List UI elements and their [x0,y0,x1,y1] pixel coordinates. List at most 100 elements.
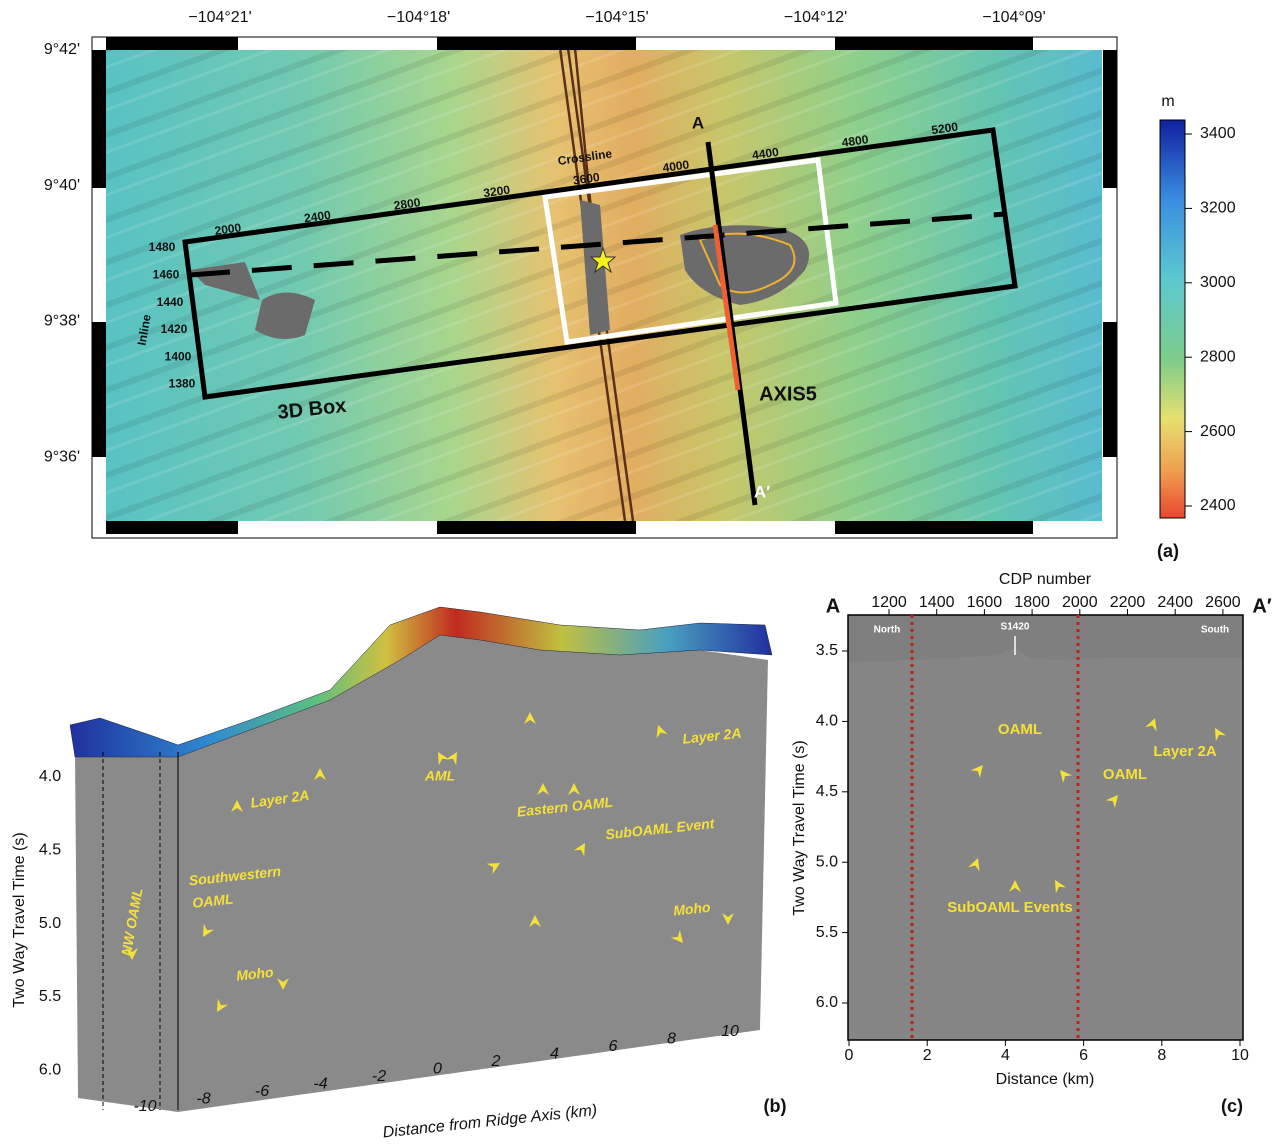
colorbar-tick-label: 2800 [1200,348,1236,365]
y-tick-label: 4.0 [39,768,61,785]
crossline-number: 3600 [572,170,601,188]
y-tick-label: 4.5 [816,783,838,800]
arrowhead [537,783,549,795]
x-tick-label: -2 [372,1068,386,1085]
panel-label: (b) [764,1096,787,1116]
arrowhead [314,768,326,780]
section-c [848,615,1243,1040]
annotation: AML [424,768,455,784]
frame-bar [92,322,106,457]
top-tick-label: 1400 [919,594,955,611]
top-tick-label: 1600 [967,594,1003,611]
frame-bar [1103,50,1117,188]
panel-label: (a) [1157,541,1179,561]
arrowhead [231,800,243,812]
x-tick-label: 0 [433,1061,442,1078]
top-tick-label: 2400 [1157,594,1193,611]
top-tick-label: 1800 [1014,594,1050,611]
arrowhead [529,915,541,927]
y-tick-label: 4.0 [816,713,838,730]
inline-number: 1420 [161,322,188,336]
3d-box [182,127,1018,400]
content: −104°21' −104°18' −104°15' −104°12' −104°09'… [11,9,1272,1141]
colorbar-tick-label: 3200 [1200,200,1236,217]
longitude-label: −104°18' [387,9,450,26]
colorbar-tick-label: 3000 [1200,274,1236,291]
x-tick-label: 4 [550,1046,559,1063]
crossline-number: 2000 [214,220,243,238]
water-column [848,615,1243,662]
inline-title: Inline [135,313,154,347]
inline-number: 1440 [157,295,184,309]
arrowhead [722,913,734,925]
colorbar-tick-label: 3400 [1200,125,1236,142]
section-left-face [75,757,178,1112]
axis5-line [705,141,758,506]
frame-bar [835,37,1033,50]
frame-bar [437,521,636,534]
longitude-label: −104°09' [982,9,1045,26]
inline-number: 1400 [165,349,192,363]
longitude-label: −104°12' [784,9,847,26]
x-tick-label: -10 [133,1098,156,1115]
arrowhead [486,863,500,875]
y-tick-label: 5.5 [816,924,838,941]
arrowhead [438,752,450,766]
crossline-number: 4800 [841,132,870,150]
annotation: SubOAML Events [947,899,1073,916]
annotation: Moho [672,899,711,919]
x-tick-label: -6 [255,1083,269,1100]
crossline-number: 4000 [662,157,691,175]
y-tick-label: 4.5 [39,842,61,859]
arrowhead [1105,795,1118,809]
frame-bar [835,521,1033,534]
inset-label: South [1201,625,1229,636]
inset-label: S1420 [1001,622,1030,633]
x-tick-label: 8 [1157,1047,1166,1064]
latitude-label: 9°38' [44,313,80,330]
y-tick-label: 6.0 [816,994,838,1011]
arrowhead [277,978,289,990]
annotation: Moho [235,964,274,984]
x-axis-title: Distance (km) [996,1071,1095,1088]
frame-bar [1103,322,1117,457]
annotation: OAML [998,721,1042,738]
annotation: OAML [1103,766,1147,783]
top-tick-label: 2200 [1110,594,1146,611]
crossline-number: 3200 [482,183,511,201]
inline-number: 1460 [153,267,180,281]
seafloor-surface [69,606,773,758]
top-tick-label: 2600 [1205,594,1241,611]
longitude-label: −104°15' [585,9,648,26]
panel-label: (c) [1221,1096,1243,1116]
latitude-label: 9°36' [44,448,80,465]
annotation: Layer 2A [1153,743,1217,760]
crossline-number: 4400 [751,145,780,163]
section-front-face [178,635,768,1112]
inline-number: 1480 [149,240,176,254]
y-tick-label: 3.5 [816,642,838,659]
inline-number: 1380 [169,377,196,391]
frame-bar [106,37,238,50]
start-label: A [692,113,704,132]
y-tick-label: 5.0 [816,853,838,870]
axis5-segment [712,224,741,391]
frame-bar [106,521,238,534]
star [589,246,617,274]
arrowhead [970,765,983,779]
annotation: Layer 2A [682,725,743,747]
y-tick-label: 5.0 [39,915,61,932]
x-tick-label: 6 [609,1038,618,1055]
y-tick-label: 5.5 [39,988,61,1005]
x-axis-title: Distance from Ridge Axis (km) [382,1102,598,1141]
arrowhead [1060,770,1073,784]
profile-label: AXIS5 [759,383,817,405]
arrowhead [524,712,536,724]
section-frame [847,614,1244,1041]
crossline-number: 2400 [303,208,332,226]
arrowhead [203,923,215,937]
x-tick-label: 6 [1079,1047,1088,1064]
arrowhead [1009,880,1021,892]
colorbar-tick-label: 2400 [1200,497,1236,514]
